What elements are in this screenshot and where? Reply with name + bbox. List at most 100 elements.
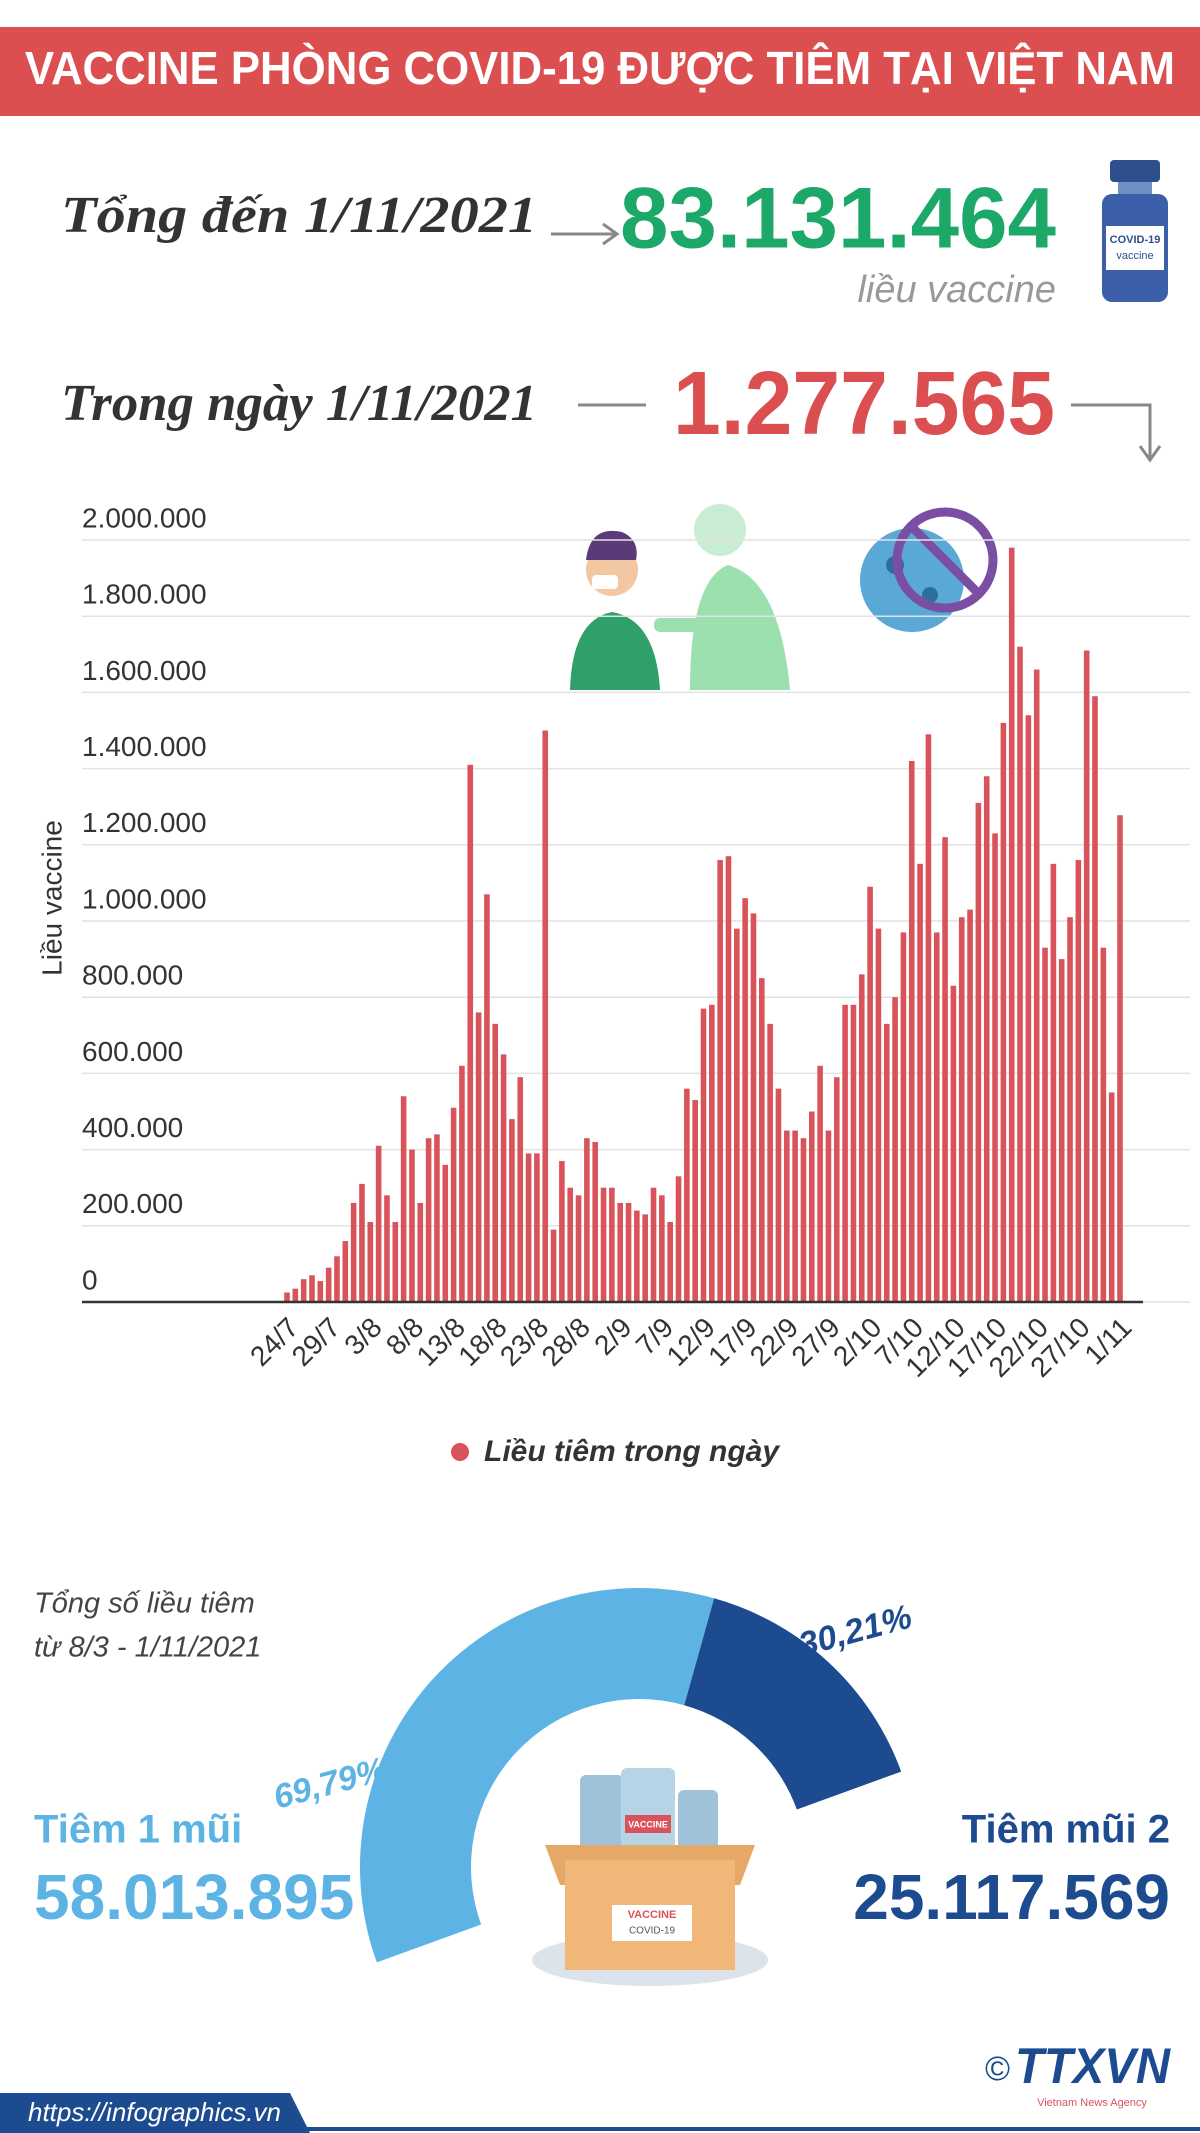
total-value: 83.131.464 [620,171,1056,267]
category-total: 58.013.895 [34,1861,354,1933]
bar [892,997,898,1302]
footer: https://infographics.vn © TTXVN Vietnam … [0,2038,1200,2133]
bar [667,1221,673,1302]
bar [567,1187,574,1302]
y-tick-label: 2.000.000 [82,502,207,533]
bar [1075,860,1082,1302]
bar [425,1138,432,1302]
y-tick-label: 1.000.000 [82,883,207,914]
donut-segment [684,1598,902,1810]
y-tick-label: 400.000 [82,1112,183,1143]
bar [1033,669,1040,1302]
bar [600,1187,607,1302]
category-label: Tiêm 1 mũi [34,1808,242,1852]
bar [1008,547,1015,1302]
bar [900,932,907,1302]
bar [675,1176,682,1302]
x-tick-label: 3/8 [338,1312,387,1361]
bar [967,909,973,1302]
bar [759,978,765,1302]
bar [908,760,915,1302]
y-tick-label: 0 [82,1264,98,1295]
legend-label: Liều tiêm trong ngày [484,1435,780,1468]
y-tick-label: 800.000 [82,960,183,991]
bar [317,1281,324,1302]
bar [534,1153,540,1302]
bar [1083,650,1090,1302]
y-tick-label: 200.000 [82,1188,183,1219]
donut-segment [360,1588,715,1963]
bar [625,1202,632,1302]
bar [825,1130,832,1302]
virus-illustration [860,507,998,632]
bar [1117,815,1123,1302]
bar [1000,722,1007,1302]
bar [917,863,923,1302]
bar [958,917,965,1302]
bar [867,886,873,1302]
bar [617,1202,623,1302]
bar [292,1288,299,1302]
vial-icon: COVID-19 vaccine [1102,160,1168,302]
page-title: VACCINE PHÒNG COVID-19 ĐƯỢC TIÊM TẠI VIỆ… [25,42,1175,94]
arrow [1071,403,1162,463]
bar [975,802,982,1302]
bar [434,1134,440,1302]
bar [459,1065,465,1302]
bar [659,1195,665,1302]
vaccination-illustration [570,504,790,690]
daily-value: 1.277.565 [673,354,1055,454]
box-illustration: VACCINE VACCINE COVID-19 [532,1768,768,1986]
bar [692,1100,698,1302]
bar [642,1214,648,1302]
bar [409,1149,415,1302]
x-tick-label: 1/11 [1078,1312,1137,1371]
bar [542,730,549,1302]
bar [992,833,998,1302]
bar [742,898,748,1302]
x-tick-label: 28/8 [536,1312,596,1372]
bar [475,1012,482,1302]
y-tick-label: 1.800.000 [82,579,207,610]
bar [284,1292,290,1302]
bar [367,1221,374,1302]
bar [942,837,948,1302]
bar [775,1088,782,1302]
bar [700,1008,707,1302]
bar [1042,947,1048,1302]
bar [684,1088,690,1302]
bar [717,860,723,1302]
bar [1092,696,1098,1302]
bar [784,1130,790,1302]
bar [800,1138,807,1302]
bar [484,894,490,1302]
vial-title: COVID-19 [1110,234,1161,246]
bar [842,1004,848,1302]
bar [792,1130,798,1302]
vial-subtitle: vaccine [1116,250,1153,262]
copyright: © [985,2050,1010,2088]
bar [983,776,990,1302]
bar [817,1065,823,1302]
bar [725,856,732,1302]
arrow [551,222,620,246]
daily-label: Trong ngày 1/11/2021 [61,375,537,432]
bar [575,1195,582,1302]
donut-title: Tổng số liều tiêm [34,1588,255,1620]
total-unit: liều vaccine [857,269,1056,311]
x-tick-label: 29/7 [286,1312,346,1372]
bar [392,1221,399,1302]
bar [1025,715,1032,1302]
bar [325,1267,332,1302]
bar [400,1096,407,1302]
bar [875,928,882,1302]
bar [442,1164,449,1302]
bar [559,1161,565,1302]
total-label: Tổng đến 1/11/2021 [61,187,537,244]
bar [300,1279,307,1302]
category-label: Tiêm mũi 2 [962,1808,1170,1852]
bar [1108,1092,1115,1302]
bar [808,1111,815,1302]
box-title: VACCINE [628,1909,677,1921]
bar [650,1187,657,1302]
